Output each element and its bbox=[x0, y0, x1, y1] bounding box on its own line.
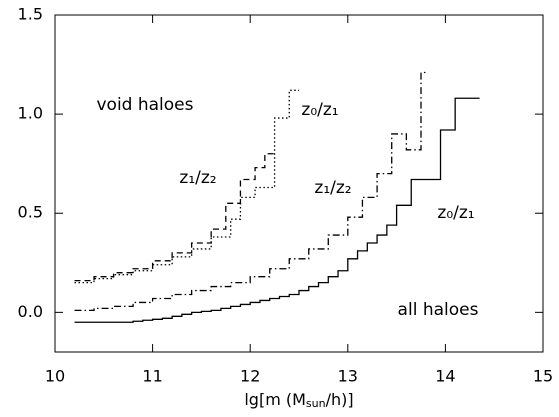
y-tick-label: 0.0 bbox=[18, 302, 43, 321]
step-line bbox=[74, 89, 299, 284]
plot-frame bbox=[54, 14, 544, 353]
step-line bbox=[74, 71, 426, 312]
step-line bbox=[74, 97, 480, 323]
x-tick-label: 13 bbox=[338, 367, 358, 386]
x-label-part: lg[m (M bbox=[244, 390, 306, 409]
annotation: z₀/z₁ bbox=[437, 203, 474, 223]
annotation: z₀/z₁ bbox=[301, 100, 338, 120]
annotation: z₁/z₂ bbox=[314, 178, 351, 198]
step-line bbox=[74, 153, 275, 282]
y-tick-label: 1.0 bbox=[18, 104, 43, 123]
x-tick-label: 12 bbox=[240, 367, 260, 386]
x-label-part: /h)] bbox=[326, 390, 354, 409]
x-axis-label: lg[m (Msun/h)] bbox=[244, 390, 353, 411]
x-tick-label: 14 bbox=[435, 367, 455, 386]
x-tick-label: 11 bbox=[142, 367, 162, 386]
annotation: void haloes bbox=[96, 95, 193, 115]
y-tick-label: 1.5 bbox=[18, 5, 43, 24]
x-label-sub: sun bbox=[306, 397, 326, 410]
annotation: all haloes bbox=[398, 300, 479, 320]
y-tick-label: 0.5 bbox=[18, 203, 43, 222]
x-tick-label: 10 bbox=[45, 367, 65, 386]
annotation: z₁/z₂ bbox=[179, 168, 216, 188]
x-tick-label: 15 bbox=[533, 367, 553, 386]
